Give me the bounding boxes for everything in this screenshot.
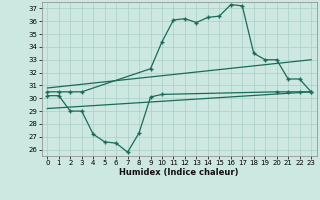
X-axis label: Humidex (Indice chaleur): Humidex (Indice chaleur) bbox=[119, 168, 239, 177]
